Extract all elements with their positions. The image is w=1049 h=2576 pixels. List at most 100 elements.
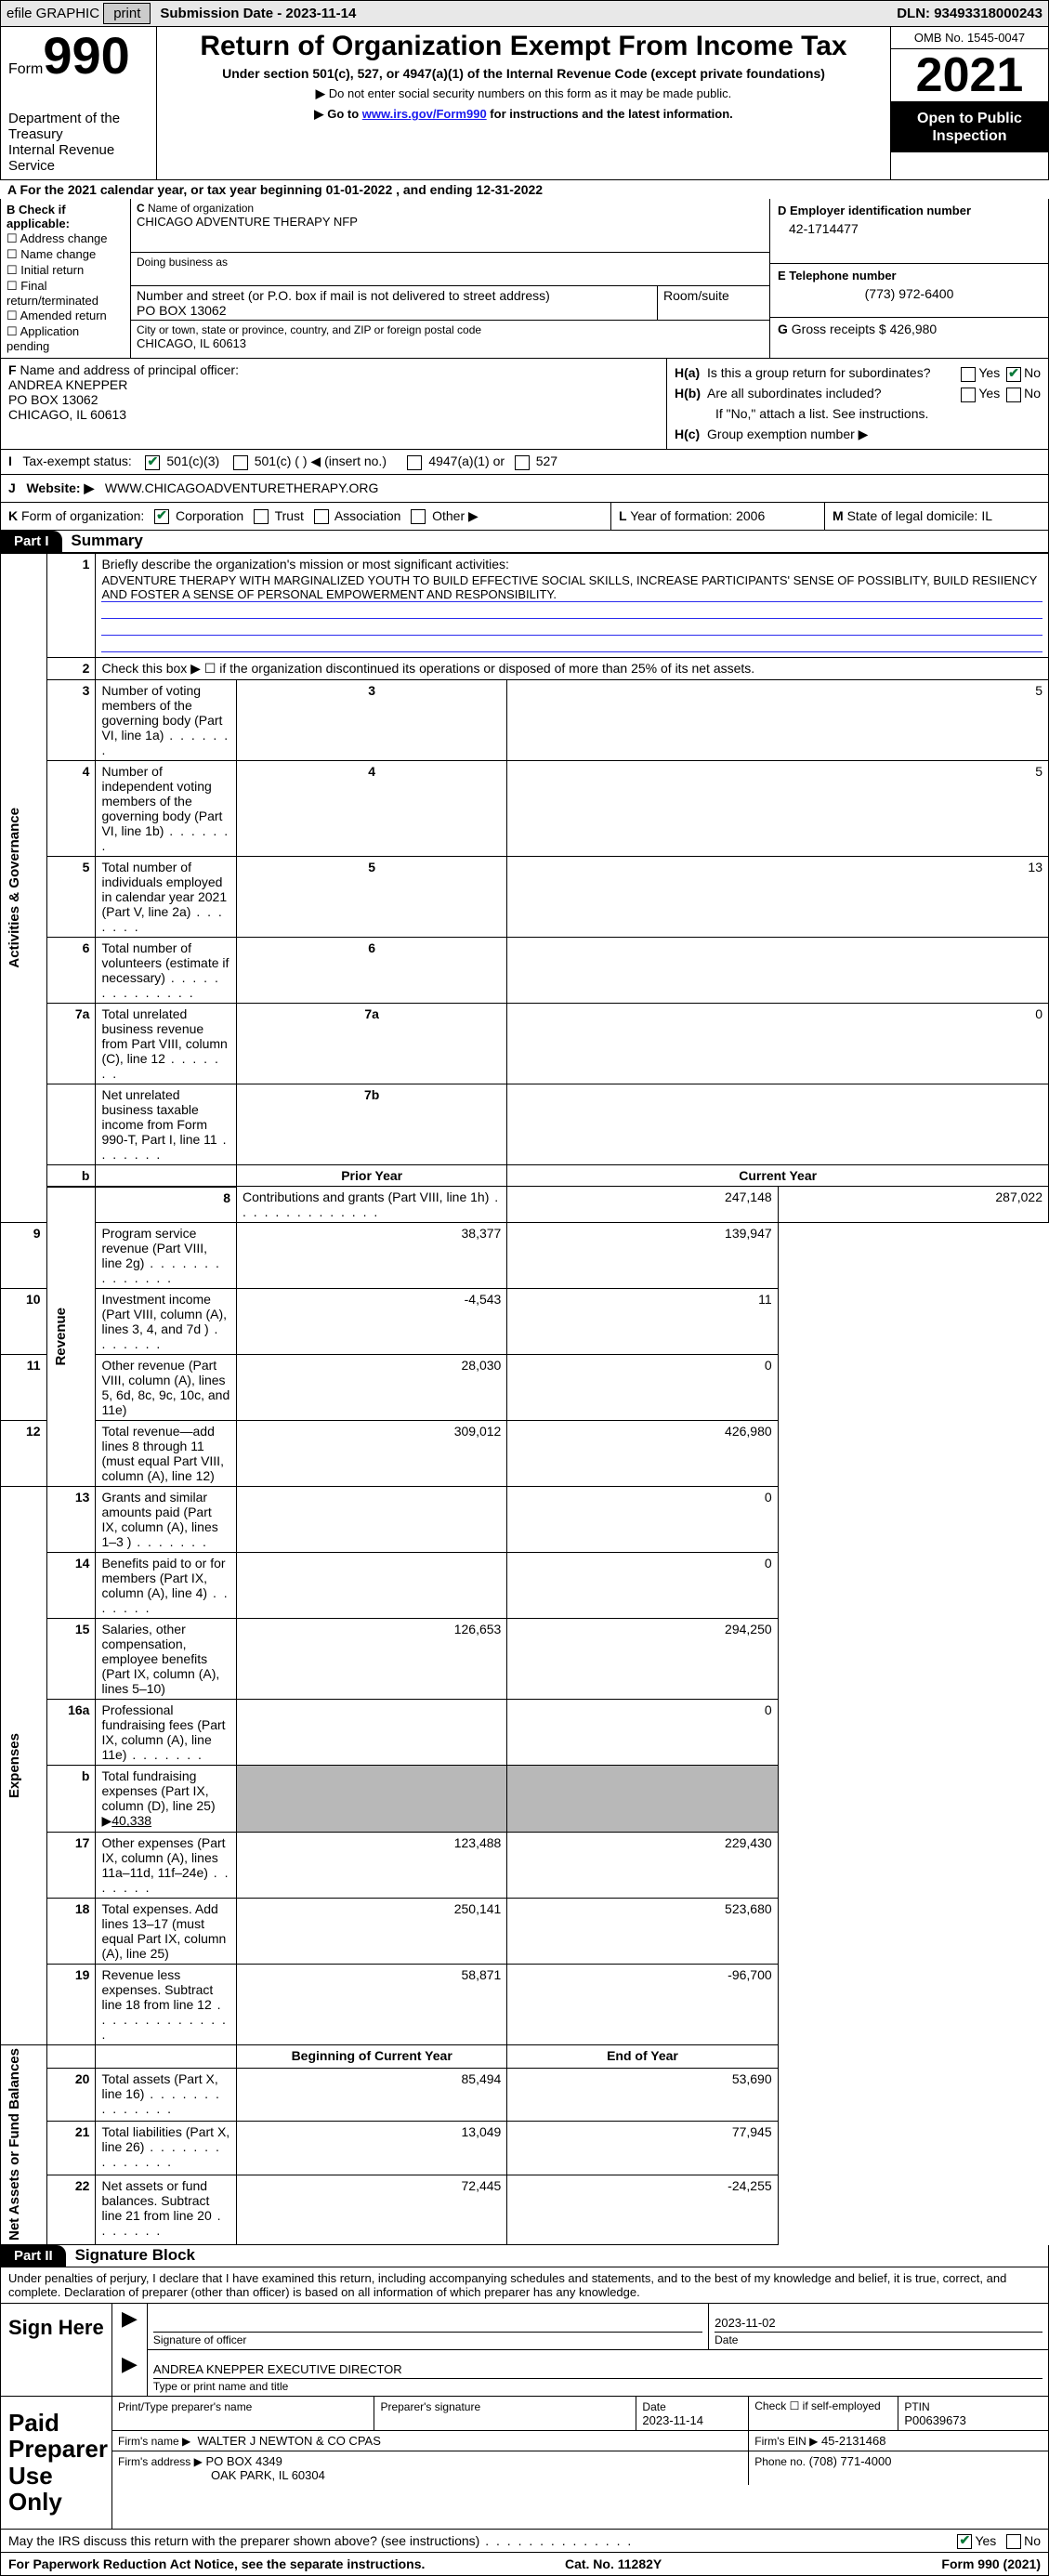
part-1: Part I Summary [0, 531, 1049, 553]
sig-date-val: 2023-11-02 [715, 2307, 1042, 2333]
section-rev: Revenue [53, 1308, 69, 1366]
section-exp: Expenses [7, 1733, 22, 1798]
section-gov: Activities & Governance [7, 808, 22, 968]
form-subtitle: Under section 501(c), 527, or 4947(a)(1)… [164, 66, 883, 81]
firm-addr2: OAK PARK, IL 60304 [118, 2468, 325, 2482]
firm-name: WALTER J NEWTON & CO CPAS [197, 2434, 380, 2448]
gov-7b [507, 1084, 1049, 1164]
officer-group-block: F Name and address of principal officer:… [0, 359, 1049, 502]
city-state-zip: CHICAGO, IL 60613 [137, 336, 246, 350]
form-word: Form [8, 61, 43, 77]
org-trust[interactable] [254, 509, 269, 524]
org-corp[interactable] [154, 509, 169, 524]
omb-number: OMB No. 1545-0047 [891, 27, 1048, 49]
col-eoy: End of Year [507, 2045, 778, 2068]
part1-title: Summary [65, 532, 142, 549]
gross-receipts: 426,980 [890, 322, 938, 336]
line-a: A For the 2021 calendar year, or tax yea… [0, 179, 1049, 199]
ha-no[interactable] [1006, 367, 1021, 382]
org-other[interactable] [411, 509, 426, 524]
summary-table: Activities & Governance 1 Briefly descri… [0, 553, 1049, 2245]
signature-block: Under penalties of perjury, I declare th… [0, 2267, 1049, 2553]
sign-here-label: Sign Here [1, 2304, 112, 2396]
mission-text: ADVENTURE THERAPY WITH MARGINALIZED YOUT… [101, 573, 1042, 602]
form-ref: Form 990 (2021) [941, 2556, 1041, 2571]
discuss-question: May the IRS discuss this return with the… [8, 2533, 479, 2548]
street-address: PO BOX 13062 [137, 303, 227, 318]
website: WWW.CHICAGOADVENTURETHERAPY.ORG [105, 480, 379, 495]
rev-8p: 247,148 [507, 1187, 778, 1223]
dept-treasury: Department of the Treasury [8, 111, 149, 142]
status-501c[interactable] [233, 455, 248, 470]
form-number: 990 [43, 33, 129, 79]
col-boy: Beginning of Current Year [237, 2045, 507, 2068]
cat-no: Cat. No. 11282Y [565, 2556, 662, 2571]
hb-yes[interactable] [961, 388, 976, 402]
paperwork-notice: For Paperwork Reduction Act Notice, see … [8, 2556, 425, 2571]
phone: (773) 972-6400 [778, 286, 1041, 301]
part2-title: Signature Block [70, 2246, 195, 2264]
check-initial-return[interactable]: ☐ Initial return [7, 263, 125, 278]
status-501c3[interactable] [145, 455, 160, 470]
col-current: Current Year [507, 1164, 1049, 1187]
col-prior: Prior Year [237, 1164, 507, 1187]
part-2: Part II Signature Block [0, 2245, 1049, 2267]
note-goto-pre: Go to [327, 107, 362, 121]
firm-phone: (708) 771-4000 [809, 2454, 892, 2468]
status-4947[interactable] [407, 455, 422, 470]
gov-4: 5 [507, 760, 1049, 856]
state-domicile: IL [981, 508, 992, 523]
dln: DLN: 93493318000243 [897, 6, 1042, 21]
check-final-return[interactable]: ☐ Final return/terminated [7, 279, 125, 308]
note-goto-post: for instructions and the latest informat… [487, 107, 733, 121]
check-app-pending[interactable]: ☐ Application pending [7, 324, 125, 353]
pp-date: 2023-11-14 [642, 2413, 703, 2427]
discuss-no[interactable] [1006, 2534, 1021, 2549]
ha-yes[interactable] [961, 367, 976, 382]
part2-header: Part II [1, 2245, 66, 2267]
officer-printed-name: ANDREA KNEPPER EXECUTIVE DIRECTOR [153, 2362, 402, 2376]
officer-addr1: PO BOX 13062 [8, 392, 98, 407]
status-527[interactable] [515, 455, 530, 470]
signature-arrow-icon: ▶ [118, 2307, 141, 2330]
part1-header: Part I [1, 531, 62, 552]
check-amended[interactable]: ☐ Amended return [7, 309, 125, 323]
paid-preparer-label: Paid Preparer Use Only [1, 2397, 112, 2529]
pp-self-employed[interactable]: Check ☐ if self-employed [749, 2397, 898, 2431]
firm-ein: 45-2131468 [821, 2434, 885, 2448]
year-formation: 2006 [736, 508, 765, 523]
rev-8c: 287,022 [778, 1187, 1048, 1223]
ein: 42-1714477 [778, 221, 1041, 236]
gov-7a: 0 [507, 1003, 1049, 1084]
irs-link[interactable]: www.irs.gov/Form990 [362, 107, 487, 121]
submission-date: Submission Date - 2023-11-14 [160, 6, 356, 21]
line-2: Check this box ▶ ☐ if the organization d… [96, 657, 1049, 679]
efile-label: efile GRAPHIC [7, 6, 99, 21]
discuss-yes[interactable] [957, 2534, 972, 2549]
mission-label: Briefly describe the organization's miss… [101, 557, 508, 572]
gov-5: 13 [507, 856, 1049, 937]
sig-officer-hint: Signature of officer [153, 2333, 247, 2346]
org-assoc[interactable] [314, 509, 329, 524]
firm-addr1: PO BOX 4349 [206, 2454, 282, 2468]
page-footer: For Paperwork Reduction Act Notice, see … [0, 2553, 1049, 2576]
form-title: Return of Organization Exempt From Incom… [164, 31, 883, 62]
signature-arrow-icon-2: ▶ [118, 2352, 141, 2375]
officer-addr2: CHICAGO, IL 60613 [8, 407, 126, 422]
hb-no[interactable] [1006, 388, 1021, 402]
ptin: P00639673 [904, 2413, 966, 2427]
dba-hint: Doing business as [137, 256, 228, 269]
gov-6 [507, 937, 1049, 1003]
perjury-declaration: Under penalties of perjury, I declare th… [1, 2267, 1048, 2304]
check-name-change[interactable]: ☐ Name change [7, 247, 125, 262]
officer-name: ANDREA KNEPPER [8, 377, 127, 392]
org-name: CHICAGO ADVENTURE THERAPY NFP [137, 215, 358, 229]
print-button[interactable]: print [103, 3, 151, 24]
fundraising-total: 40,338 [111, 1813, 151, 1828]
klm-block: K Form of organization: Corporation Trus… [0, 503, 1049, 531]
form-header: Form990 Department of the Treasury Inter… [0, 27, 1049, 179]
note-ssn: Do not enter social security numbers on … [329, 86, 732, 100]
check-address-change[interactable]: ☐ Address change [7, 231, 125, 246]
tax-year: 2021 [891, 49, 1048, 102]
open-to-public: Open to PublicInspection [891, 102, 1048, 152]
